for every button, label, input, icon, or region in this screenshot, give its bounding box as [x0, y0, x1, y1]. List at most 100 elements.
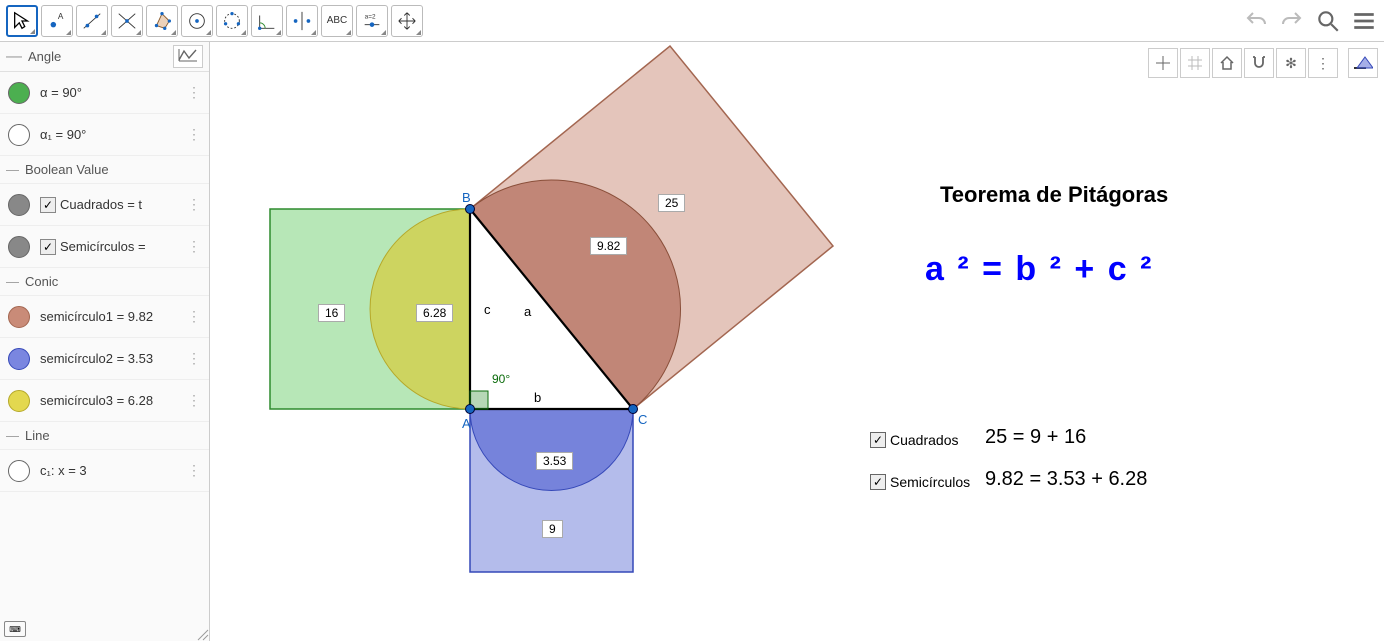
swatch-icon	[8, 236, 30, 258]
label-c: C	[638, 412, 647, 427]
toolbar-right	[1242, 7, 1378, 35]
algebra-sidebar: — Angle α = 90° ⋮ α₁ = 90° ⋮ — Boolean V…	[0, 42, 210, 641]
more-icon[interactable]: ⋮	[183, 84, 205, 101]
val-blue-semi: 3.53	[536, 452, 573, 470]
more-icon[interactable]: ⋮	[183, 238, 205, 255]
svg-text:A: A	[58, 12, 64, 21]
formula-text: a ² = b ² + c ²	[925, 250, 1153, 289]
section-title: Conic	[25, 274, 58, 289]
swatch-icon	[8, 460, 30, 482]
obj-label: semicírculo3 = 6.28	[40, 393, 183, 408]
more-icon[interactable]: ⋮	[183, 126, 205, 143]
tool-point[interactable]: A	[41, 5, 73, 37]
swatch-icon	[8, 194, 30, 216]
checkbox-icon[interactable]: ✓	[870, 474, 886, 490]
obj-sc1[interactable]: semicírculo1 = 9.82 ⋮	[0, 296, 209, 338]
svg-text:a=2: a=2	[365, 13, 376, 20]
collapse-icon[interactable]: —	[6, 428, 19, 443]
obj-label: semicírculo2 = 3.53	[40, 351, 183, 366]
val-brown-semi: 9.82	[590, 237, 627, 255]
more-icon[interactable]: ⋮	[183, 392, 205, 409]
tool-perpendicular[interactable]	[111, 5, 143, 37]
redo-icon[interactable]	[1278, 7, 1306, 35]
label-a: A	[462, 416, 471, 431]
tool-slider[interactable]: a=2	[356, 5, 388, 37]
sort-icon[interactable]	[173, 45, 203, 68]
tool-angle[interactable]	[251, 5, 283, 37]
val-yellow-semi: 6.28	[416, 304, 453, 322]
check-label: Semicírculos	[890, 474, 970, 490]
sidebar-section-boolean[interactable]: — Boolean Value	[0, 156, 209, 184]
eq-semis: 9.82 = 3.53 + 6.28	[985, 468, 1147, 491]
tool-group: A ABC a=2	[6, 5, 423, 37]
obj-sc3[interactable]: semicírculo3 = 6.28 ⋮	[0, 380, 209, 422]
swatch-icon	[8, 82, 30, 104]
tool-polygon[interactable]	[146, 5, 178, 37]
keyboard-icon[interactable]: ⌨	[4, 621, 26, 637]
obj-label: Semicírculos =	[60, 239, 183, 254]
obj-cuadrados[interactable]: ✓ Cuadrados = t ⋮	[0, 184, 209, 226]
section-title: Line	[25, 428, 50, 443]
sidebar-section-line[interactable]: — Line	[0, 422, 209, 450]
obj-label: semicírculo1 = 9.82	[40, 309, 183, 324]
checkbox-icon[interactable]: ✓	[40, 239, 56, 255]
checkbox-icon[interactable]: ✓	[40, 197, 56, 213]
tool-pointer[interactable]	[6, 5, 38, 37]
val-green-area: 16	[318, 304, 345, 322]
val-brown-area: 25	[658, 194, 685, 212]
point-c[interactable]	[628, 404, 638, 414]
geometry-svg	[210, 42, 1384, 641]
obj-label: c₁: x = 3	[40, 463, 183, 478]
swatch-icon	[8, 348, 30, 370]
sidebar-section-conic[interactable]: — Conic	[0, 268, 209, 296]
label-b: B	[462, 190, 471, 205]
side-b: b	[534, 390, 541, 405]
tool-move[interactable]	[391, 5, 423, 37]
obj-label: Cuadrados = t	[60, 197, 183, 212]
graphics-view[interactable]: ✻ ⋮	[210, 42, 1384, 641]
tool-circle3[interactable]	[216, 5, 248, 37]
search-icon[interactable]	[1314, 7, 1342, 35]
obj-alpha[interactable]: α = 90° ⋮	[0, 72, 209, 114]
swatch-icon	[8, 306, 30, 328]
point-b[interactable]	[465, 204, 475, 214]
check-cuadrados[interactable]: ✓ Cuadrados	[870, 432, 959, 448]
menu-icon[interactable]	[1350, 7, 1378, 35]
obj-sc2[interactable]: semicírculo2 = 3.53 ⋮	[0, 338, 209, 380]
section-title: Boolean Value	[25, 162, 109, 177]
val-blue-area: 9	[542, 520, 563, 538]
swatch-icon	[8, 390, 30, 412]
tool-text[interactable]: ABC	[321, 5, 353, 37]
point-a[interactable]	[465, 404, 475, 414]
tool-line[interactable]	[76, 5, 108, 37]
collapse-icon[interactable]: —	[6, 48, 22, 66]
obj-alpha1[interactable]: α₁ = 90° ⋮	[0, 114, 209, 156]
check-semicirculos[interactable]: ✓ Semicírculos	[870, 474, 970, 490]
more-icon[interactable]: ⋮	[183, 462, 205, 479]
tool-reflect[interactable]	[286, 5, 318, 37]
top-toolbar: A ABC a=2	[0, 0, 1384, 42]
check-label: Cuadrados	[890, 432, 959, 448]
checkbox-icon[interactable]: ✓	[870, 432, 886, 448]
tool-circle[interactable]	[181, 5, 213, 37]
more-icon[interactable]: ⋮	[183, 196, 205, 213]
collapse-icon[interactable]: —	[6, 162, 19, 177]
eq-squares: 25 = 9 + 16	[985, 426, 1086, 449]
obj-c1[interactable]: c₁: x = 3 ⋮	[0, 450, 209, 492]
sidebar-section-angle[interactable]: — Angle	[0, 42, 209, 72]
obj-label: α = 90°	[40, 85, 183, 100]
main-area: — Angle α = 90° ⋮ α₁ = 90° ⋮ — Boolean V…	[0, 42, 1384, 641]
undo-icon[interactable]	[1242, 7, 1270, 35]
resize-handle-icon[interactable]	[195, 627, 209, 641]
obj-semicirculos[interactable]: ✓ Semicírculos = ⋮	[0, 226, 209, 268]
side-a: a	[524, 304, 531, 319]
title-text: Teorema de Pitágoras	[940, 182, 1168, 208]
swatch-icon	[8, 124, 30, 146]
more-icon[interactable]: ⋮	[183, 350, 205, 367]
section-title: Angle	[28, 49, 61, 64]
obj-label: α₁ = 90°	[40, 127, 183, 142]
side-c: c	[484, 302, 491, 317]
more-icon[interactable]: ⋮	[183, 308, 205, 325]
collapse-icon[interactable]: —	[6, 274, 19, 289]
angle-90: 90°	[492, 372, 510, 386]
